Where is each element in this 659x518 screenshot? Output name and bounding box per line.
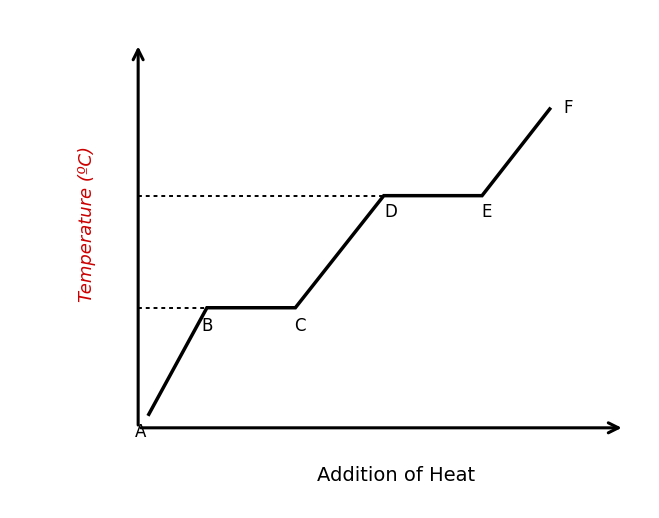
Text: E: E: [482, 204, 492, 222]
Text: C: C: [295, 316, 306, 335]
Text: Temperature (ºC): Temperature (ºC): [78, 146, 96, 301]
Text: Addition of Heat: Addition of Heat: [317, 466, 475, 485]
Text: D: D: [385, 204, 397, 222]
Text: A: A: [135, 423, 146, 441]
Text: F: F: [563, 98, 573, 117]
Text: B: B: [201, 316, 213, 335]
